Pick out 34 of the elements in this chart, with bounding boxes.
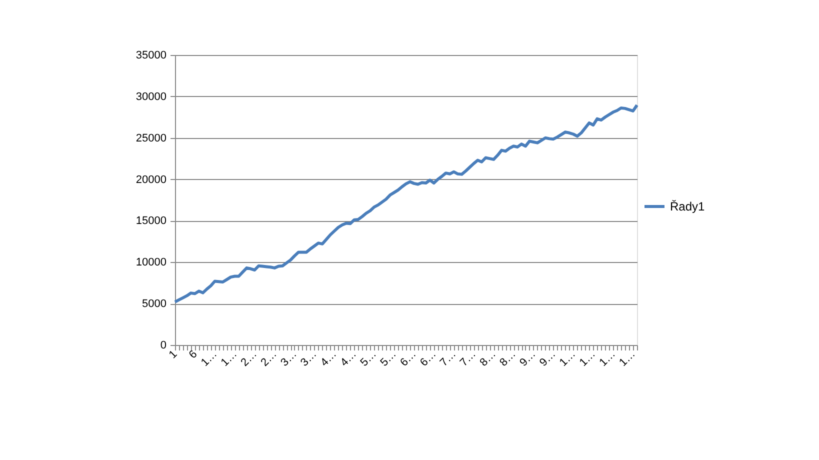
x-tick-label: 9…	[538, 348, 558, 369]
x-tick-label: 6…	[398, 348, 419, 369]
x-tick-label: 1…	[617, 348, 638, 369]
x-tick-label: 5…	[358, 348, 379, 369]
x-tick-label: 4…	[338, 348, 359, 369]
x-tick-label: 1…	[597, 348, 618, 369]
x-tick-label: 1…	[218, 348, 240, 369]
x-tick-label: 3…	[278, 348, 300, 369]
x-tick-label: 9…	[518, 348, 538, 369]
x-tick-label: 1…	[577, 348, 598, 369]
x-tick-label: 8…	[498, 348, 518, 369]
x-tick-label: 2…	[238, 348, 260, 369]
y-tick-label: 30000	[136, 90, 166, 103]
x-tick-label: 3…	[298, 348, 320, 369]
y-tick-label: 15000	[136, 215, 166, 228]
x-tick-label: 1…	[557, 348, 578, 369]
x-tick-label: 7…	[438, 348, 459, 369]
x-tick-label: 7…	[458, 348, 478, 369]
y-tick-label: 35000	[136, 50, 166, 62]
y-tick-label: 25000	[136, 132, 166, 144]
y-tick-label: 0	[160, 340, 166, 352]
x-tick-label: 5…	[378, 348, 399, 369]
x-tick-label: 6…	[418, 348, 439, 369]
y-tick-label: 20000	[136, 174, 166, 186]
x-tick-label: 1…	[198, 348, 220, 369]
line-series	[174, 104, 638, 304]
y-tick-label: 5000	[142, 298, 166, 310]
x-tick-label: 4…	[318, 348, 340, 369]
x-tick-label: 1	[166, 348, 180, 362]
x-tick-label: 2…	[258, 348, 280, 369]
y-tick-label: 10000	[136, 256, 166, 269]
x-tick-label: 6	[186, 348, 200, 362]
legend-label: Řady1	[670, 200, 706, 214]
x-tick-label: 8…	[478, 348, 498, 369]
